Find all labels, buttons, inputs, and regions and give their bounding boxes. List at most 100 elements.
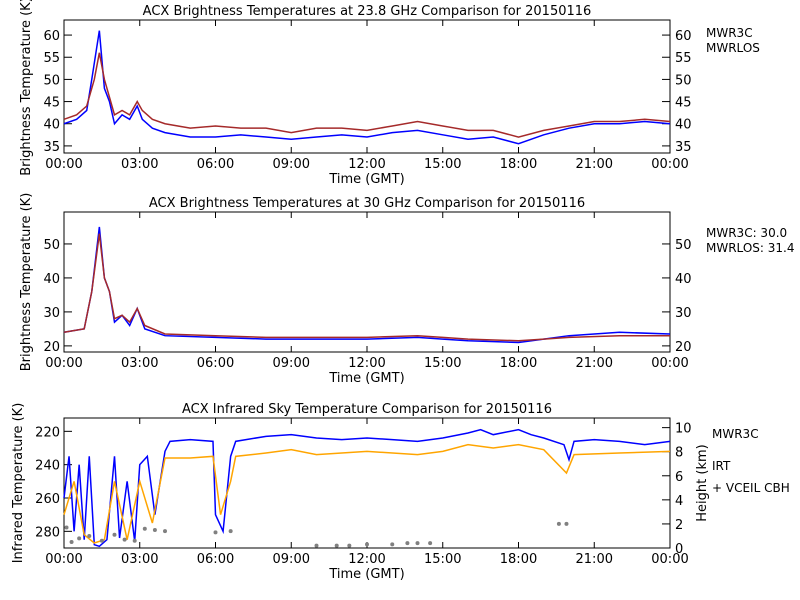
ceilometer-point xyxy=(77,536,82,541)
y2-axis-label: Height (km) xyxy=(695,444,710,521)
y-axis-label: Infrared Temperature (K) xyxy=(11,403,26,564)
chart-panel-1: ACX Brightness Temperatures at 23.8 GHz … xyxy=(19,0,760,187)
y-right-tick-label: 40 xyxy=(675,118,692,133)
y2-tick-label: 6 xyxy=(675,470,683,485)
y-right-tick-label: 60 xyxy=(675,29,692,44)
x-tick-label: 03:00 xyxy=(121,157,158,172)
series-line-1 xyxy=(63,52,671,138)
legend-entry: MWR3C xyxy=(712,427,759,441)
y2-tick-label: 0 xyxy=(675,542,683,557)
y-right-tick-label: 55 xyxy=(675,51,692,66)
series-line-0 xyxy=(63,30,671,145)
y-right-tick-label: 50 xyxy=(675,238,692,253)
ceilometer-point xyxy=(334,543,339,548)
x-tick-label: 03:00 xyxy=(121,356,158,371)
x-tick-label: 00:00 xyxy=(651,552,688,567)
x-tick-label: 06:00 xyxy=(197,157,234,172)
x-tick-label: 18:00 xyxy=(500,157,537,172)
x-tick-label: 15:00 xyxy=(424,157,461,172)
x-tick-label: 03:00 xyxy=(121,552,158,567)
x-tick-label: 09:00 xyxy=(273,552,310,567)
ceilometer-point xyxy=(213,530,218,535)
ceilometer-point xyxy=(142,526,147,531)
plot-frame xyxy=(63,19,671,154)
ceilometer-point xyxy=(122,537,127,542)
x-tick-label: 18:00 xyxy=(500,552,537,567)
x-tick-label: 18:00 xyxy=(500,356,537,371)
legend-entry: + VCEIL CBH xyxy=(712,481,790,495)
ceilometer-point xyxy=(415,541,420,546)
y-tick-label: 50 xyxy=(43,73,60,88)
x-axis-label: Time (GMT) xyxy=(328,567,404,582)
series-line-0 xyxy=(63,226,671,344)
ceilometer-point xyxy=(428,541,433,546)
y2-tick-label: 4 xyxy=(675,494,683,509)
x-tick-label: 00:00 xyxy=(45,356,82,371)
x-axis-label: Time (GMT) xyxy=(328,371,404,386)
chart-panel-2: ACX Brightness Temperatures at 30 GHz Co… xyxy=(19,193,794,386)
y-axis-label: Brightness Temperature (K) xyxy=(19,193,34,372)
ceilometer-point xyxy=(87,533,92,538)
x-tick-label: 12:00 xyxy=(348,157,385,172)
ceilometer-point xyxy=(365,542,369,547)
x-tick-label: 12:00 xyxy=(348,552,385,567)
x-tick-label: 00:00 xyxy=(45,552,82,567)
x-tick-label: 00:00 xyxy=(651,157,688,172)
legend-entry: MWR3C: 30.0 xyxy=(706,226,787,240)
y-right-tick-label: 20 xyxy=(675,340,692,355)
y-right-tick-label: 30 xyxy=(675,306,692,321)
x-tick-label: 15:00 xyxy=(424,552,461,567)
y-tick-label: 40 xyxy=(43,272,60,287)
legend-entry: MWRLOS xyxy=(706,41,760,55)
y-tick-label: 220 xyxy=(35,425,60,440)
plot-frame xyxy=(63,211,671,353)
y-tick-label: 60 xyxy=(43,29,60,44)
ceilometer-point xyxy=(228,529,233,534)
y-axis-label: Brightness Temperature (K) xyxy=(19,0,34,176)
series-line-1 xyxy=(63,443,671,544)
legend-entry: MWR3C xyxy=(706,26,753,40)
y-tick-label: 35 xyxy=(43,140,60,155)
x-tick-label: 21:00 xyxy=(576,552,613,567)
ceilometer-point xyxy=(314,543,319,548)
x-tick-label: 00:00 xyxy=(45,157,82,172)
y-tick-label: 40 xyxy=(43,118,60,133)
ceilometer-point xyxy=(64,525,69,530)
x-tick-label: 15:00 xyxy=(424,356,461,371)
chart-title: ACX Brightness Temperatures at 23.8 GHz … xyxy=(143,4,592,19)
x-tick-label: 21:00 xyxy=(576,157,613,172)
ceilometer-point xyxy=(99,538,104,543)
y2-tick-label: 2 xyxy=(675,518,683,533)
y-tick-label: 240 xyxy=(35,459,60,474)
ceilometer-point xyxy=(390,542,395,547)
y-tick-label: 260 xyxy=(35,492,60,507)
x-tick-label: 12:00 xyxy=(348,356,385,371)
y-right-tick-label: 50 xyxy=(675,73,692,88)
x-tick-label: 21:00 xyxy=(576,356,613,371)
y2-tick-label: 10 xyxy=(675,422,692,437)
y-tick-label: 30 xyxy=(43,306,60,321)
series-line-0 xyxy=(63,428,671,548)
legend-entry: MWRLOS: 31.4 xyxy=(706,241,794,255)
y-right-tick-label: 35 xyxy=(675,140,692,155)
ceilometer-point xyxy=(152,527,157,532)
x-tick-label: 06:00 xyxy=(197,552,234,567)
x-tick-label: 00:00 xyxy=(651,356,688,371)
y-right-tick-label: 45 xyxy=(675,96,692,111)
x-tick-label: 06:00 xyxy=(197,356,234,371)
ceilometer-point xyxy=(564,521,569,526)
x-axis-label: Time (GMT) xyxy=(328,172,404,187)
ceilometer-point xyxy=(405,541,410,546)
chart-panel-3: ACX Infrared Sky Temperature Comparison … xyxy=(11,402,790,582)
y-tick-label: 20 xyxy=(43,340,60,355)
chart-title: ACX Infrared Sky Temperature Comparison … xyxy=(182,402,552,417)
ceilometer-point xyxy=(556,521,561,526)
series-line-1 xyxy=(63,233,670,342)
legend-entry: IRT xyxy=(712,459,731,473)
ceilometer-point xyxy=(132,538,137,543)
ceilometer-point xyxy=(163,529,167,534)
y-tick-label: 280 xyxy=(35,525,60,540)
chart-title: ACX Brightness Temperatures at 30 GHz Co… xyxy=(149,196,585,211)
y2-tick-label: 8 xyxy=(675,446,683,461)
